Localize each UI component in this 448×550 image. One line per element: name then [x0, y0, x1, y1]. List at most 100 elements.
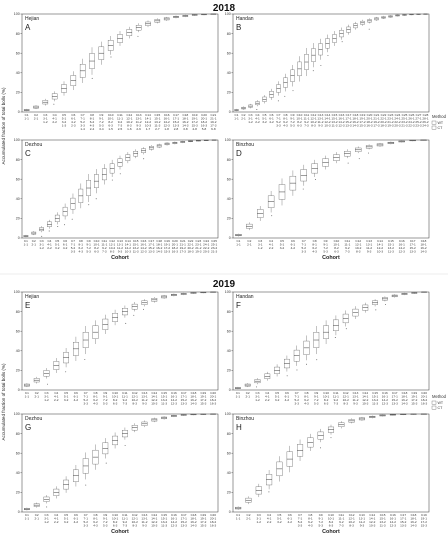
- x-tick-label: C17: [346, 113, 352, 117]
- outlier-point: [41, 235, 43, 237]
- x-tick-label: 14-1: [151, 395, 157, 399]
- x-tick-label: 18-1: [401, 395, 407, 399]
- x-tick-label: 15-1: [331, 117, 337, 121]
- x-tick-label: C17: [392, 391, 398, 395]
- box-8: [303, 335, 310, 365]
- x-tick-label: C5: [275, 391, 279, 395]
- x-tick-label: 27-1: [415, 117, 421, 121]
- x-tick-label: 5-3: [314, 401, 319, 405]
- x-tick-label: 19-1: [421, 517, 427, 521]
- x-tick-label: 13-3: [173, 123, 179, 127]
- y-tick-label: 80: [227, 432, 231, 436]
- box-10: [112, 432, 118, 449]
- x-tick-label: 7-1: [83, 395, 88, 399]
- x-tick-label: C5: [62, 113, 66, 117]
- x-tick-label: 8-2: [113, 398, 118, 402]
- plot-frame: [232, 13, 430, 113]
- panel-e: 020406080100HejianEC11-1C22-1C33-11-2C44…: [14, 290, 219, 405]
- box-18: [190, 413, 197, 416]
- x-tick-label: 14-3: [190, 523, 196, 527]
- x-tick-label: 6-3: [324, 401, 329, 405]
- x-tick-label: 6-1: [291, 243, 296, 247]
- x-tick-label: 13-1: [352, 395, 358, 399]
- x-tick-label: 10-1: [93, 243, 99, 247]
- x-tick-label: C23: [388, 113, 394, 117]
- x-tick-label: C2: [246, 391, 250, 395]
- x-tick-label: C17: [173, 113, 179, 117]
- x-tick-label: 1-2: [39, 246, 44, 250]
- x-tick-label: 21-3: [211, 249, 217, 253]
- x-tick-label: 22-1: [187, 243, 193, 247]
- panel-letter: H: [236, 423, 242, 432]
- x-tick-label: C10: [112, 513, 118, 517]
- x-tick-label: 10-1: [333, 243, 339, 247]
- x-tick-label: 11-2: [366, 246, 372, 250]
- box-16: [171, 293, 177, 297]
- x-tick-label: 5-1: [280, 243, 285, 247]
- box-2: [33, 502, 40, 508]
- y-tick-label: 0: [18, 110, 20, 114]
- x-tick-label: 1-2: [248, 120, 253, 124]
- x-tick-label: C3: [45, 391, 49, 395]
- x-tick-label: 13-1: [141, 395, 147, 399]
- x-tick-label: 13-1: [359, 517, 365, 521]
- box-7: [82, 325, 89, 360]
- box-12: [311, 43, 316, 72]
- x-tick-label: C8: [94, 513, 98, 517]
- outlier-point: [84, 358, 86, 360]
- box-4: [266, 470, 273, 493]
- x-tick-label: 4-1: [269, 243, 274, 247]
- x-tick-label: 23-3: [415, 123, 421, 127]
- x-tick-label: 16-1: [390, 517, 396, 521]
- x-tick-label: 13-3: [181, 401, 187, 405]
- x-tick-label: C16: [382, 391, 388, 395]
- x-tick-label: 15-3: [192, 123, 198, 127]
- x-tick-label: C4: [267, 513, 271, 517]
- outlier-point: [347, 162, 349, 164]
- x-tick-label: C20: [201, 113, 207, 117]
- y-tick-label: 20: [16, 369, 20, 373]
- x-tick-label: 16-1: [164, 117, 170, 121]
- x-tick-label: 18-2: [210, 398, 216, 402]
- x-tick-label: C15: [332, 113, 338, 117]
- box-7: [300, 164, 307, 190]
- box-20: [172, 141, 178, 145]
- x-tick-label: C25: [211, 239, 217, 243]
- box-16: [171, 414, 177, 418]
- x-tick-label: C11: [339, 513, 345, 517]
- x-tick-label: 3-3: [294, 401, 299, 405]
- x-tick-label: C18: [353, 113, 359, 117]
- x-tick-label: 15-1: [372, 395, 378, 399]
- site-label: Dezhou: [25, 142, 42, 148]
- outlier-point: [284, 95, 286, 97]
- x-tick-label: 15-3: [421, 523, 427, 527]
- x-tick-label: 10-1: [112, 517, 118, 521]
- x-tick-label: 3-2: [277, 520, 282, 524]
- x-tick-label: 12-3: [171, 523, 177, 527]
- outlier-point: [111, 179, 113, 181]
- x-tick-label: 12-2: [125, 246, 131, 250]
- x-tick-label: 15-1: [154, 117, 160, 121]
- outlier-point: [57, 226, 59, 228]
- x-tick-label: 17-1: [181, 517, 187, 521]
- x-tick-label: 5-1: [262, 117, 267, 121]
- outlier-point: [306, 363, 307, 365]
- box-13: [135, 23, 142, 37]
- x-tick-label: 15-2: [400, 520, 406, 524]
- box-18: [156, 143, 162, 149]
- legend-entry: CT: [438, 406, 444, 410]
- x-tick-label: 1-2: [257, 520, 262, 524]
- site-label: Handan: [236, 294, 254, 300]
- box-11: [338, 421, 345, 429]
- x-tick-label: C15: [372, 391, 378, 395]
- x-tick-label: C8: [94, 391, 98, 395]
- x-tick-label: 6-2: [308, 520, 313, 524]
- x-tick-label: 11-3: [388, 249, 394, 253]
- outlier-point: [95, 198, 97, 200]
- x-tick-label: 12-3: [164, 123, 170, 127]
- box-19: [191, 14, 198, 16]
- x-tick-label: 10-1: [108, 117, 114, 121]
- box-20: [210, 291, 216, 293]
- x-tick-label: 11-1: [122, 395, 128, 399]
- outlier-point: [88, 204, 90, 206]
